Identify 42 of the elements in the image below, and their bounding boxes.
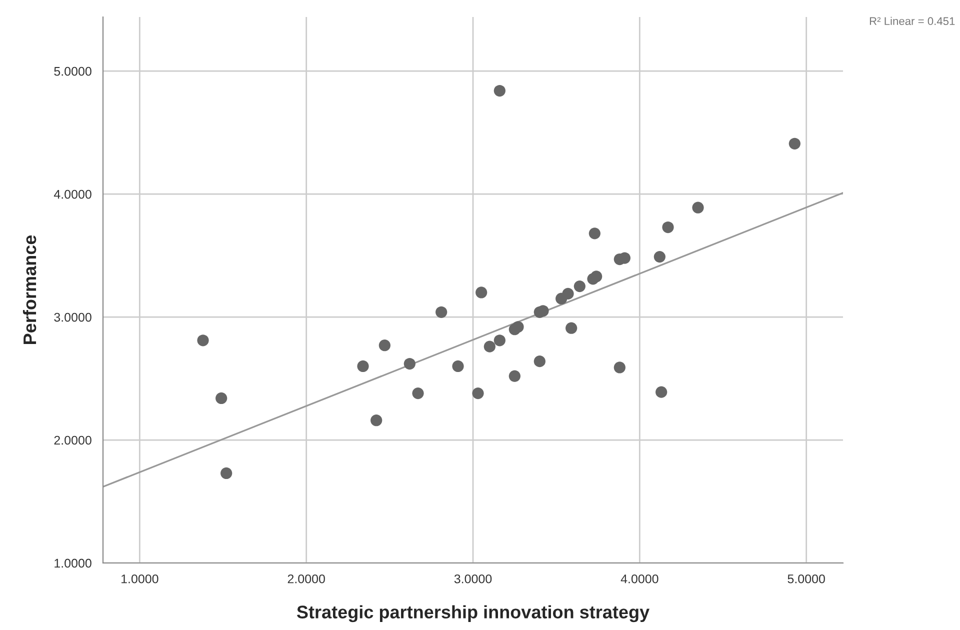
- y-tick-label: 4.0000: [54, 190, 92, 199]
- point: [436, 306, 448, 318]
- point: [662, 221, 674, 234]
- x-tick-label: 2.0000: [288, 574, 325, 584]
- point: [216, 392, 228, 404]
- point: [452, 360, 464, 372]
- point: [472, 387, 484, 400]
- point: [654, 250, 666, 263]
- point: [534, 356, 546, 368]
- x-tick-label: 4.0000: [620, 574, 658, 584]
- x-tick-label: 1.0000: [122, 574, 158, 584]
- point: [574, 280, 586, 292]
- point: [508, 370, 520, 382]
- point: [512, 321, 524, 333]
- y-tick-label: 5.0000: [54, 66, 92, 76]
- x-axis-title: Strategic partnership innovation strategy: [296, 605, 650, 622]
- point: [494, 84, 506, 97]
- y-tick-label: 2.0000: [54, 436, 92, 445]
- x-tick-label: 5.0000: [788, 574, 825, 584]
- point: [590, 270, 602, 282]
- point: [614, 362, 626, 374]
- y-axis-title: Performance: [22, 235, 36, 344]
- point: [412, 387, 424, 400]
- text: R² Linear = 0.451: [870, 16, 955, 26]
- point: [788, 138, 800, 150]
- point: [378, 340, 390, 352]
- point: [494, 334, 506, 346]
- point: [588, 228, 600, 240]
- point: [692, 202, 704, 214]
- point: [476, 286, 488, 298]
- point: [484, 340, 496, 352]
- point: [370, 414, 382, 426]
- x-tick-label: 3.0000: [454, 574, 492, 584]
- y-tick-label: 3.0000: [54, 312, 92, 322]
- point: [404, 358, 416, 370]
- point: [220, 467, 232, 480]
- point: [656, 386, 668, 398]
- point: [562, 288, 574, 300]
- point: [566, 322, 578, 334]
- point: [357, 360, 369, 372]
- point: [197, 334, 209, 346]
- y-tick-label: 1.0000: [54, 558, 92, 568]
